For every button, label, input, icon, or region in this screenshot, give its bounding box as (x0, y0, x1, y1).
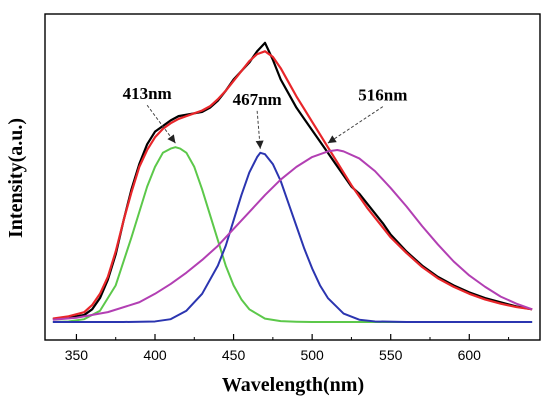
series-line-3 (52, 146, 533, 323)
peak-arrow-line (327, 106, 384, 144)
peak-label-3: 516nm (358, 86, 407, 105)
y-axis-title: Intensity(a.u.) (5, 118, 27, 238)
x-tick-label: 500 (300, 347, 324, 363)
x-tick-label: 350 (65, 347, 89, 363)
x-tick-label: 400 (143, 347, 167, 363)
series-line-2 (52, 50, 533, 320)
annotations: 413nm 467nm 516nm (123, 84, 407, 149)
peak-label-1: 413nm (123, 84, 172, 103)
x-tick-label: 600 (458, 347, 482, 363)
plot-lines (52, 41, 533, 323)
plot-frame (44, 13, 541, 341)
x-ticks: 350 400 450 500 550 600 (65, 334, 510, 363)
peak-label-2: 467nm (233, 90, 282, 109)
x-axis-title: Wavelength(nm) (222, 374, 364, 396)
peak-arrow-head (255, 140, 264, 149)
x-tick-label: 450 (222, 347, 246, 363)
series-line-4 (52, 151, 533, 323)
peak-arrow-head (327, 135, 337, 144)
series-line-5 (52, 148, 533, 321)
peak-arrow-line (146, 104, 176, 144)
peak-arrow-head (167, 134, 176, 144)
x-tick-label: 550 (379, 347, 403, 363)
